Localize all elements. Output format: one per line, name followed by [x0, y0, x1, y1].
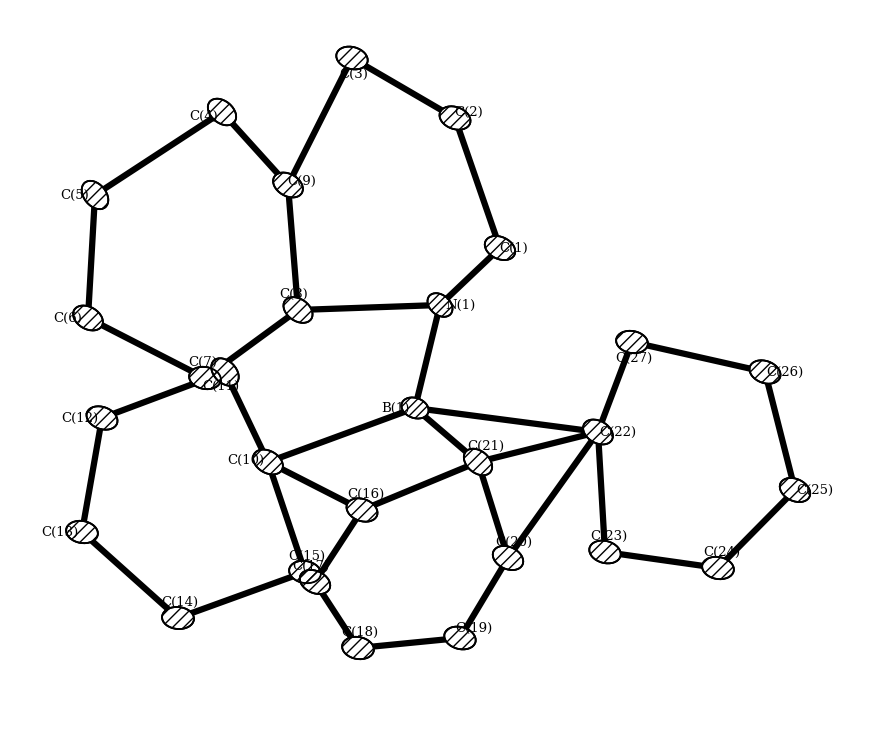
Ellipse shape [401, 397, 428, 418]
Ellipse shape [253, 450, 282, 474]
Text: C(10): C(10) [227, 453, 264, 466]
Text: C(13): C(13) [41, 525, 79, 539]
Text: C(15): C(15) [289, 550, 325, 562]
Ellipse shape [336, 46, 367, 69]
Text: C(24): C(24) [702, 545, 739, 559]
Ellipse shape [87, 406, 118, 430]
Text: C(8): C(8) [279, 288, 308, 300]
Ellipse shape [439, 106, 470, 130]
Ellipse shape [73, 306, 103, 330]
Ellipse shape [588, 541, 620, 563]
Ellipse shape [427, 293, 452, 317]
Ellipse shape [749, 360, 780, 384]
Ellipse shape [162, 607, 194, 629]
Ellipse shape [342, 636, 374, 659]
Text: C(14): C(14) [161, 595, 198, 609]
Text: C(1): C(1) [499, 241, 528, 255]
Text: C(18): C(18) [341, 625, 378, 639]
Ellipse shape [444, 627, 475, 649]
Ellipse shape [189, 367, 221, 389]
Text: C(11): C(11) [203, 379, 239, 392]
Text: C(22): C(22) [599, 426, 636, 438]
Text: N(1): N(1) [445, 299, 474, 311]
Text: C(7): C(7) [189, 356, 217, 368]
Ellipse shape [66, 521, 97, 543]
Ellipse shape [283, 297, 312, 323]
Ellipse shape [582, 420, 612, 444]
Ellipse shape [492, 546, 523, 570]
Ellipse shape [208, 99, 236, 125]
Ellipse shape [289, 561, 320, 583]
Ellipse shape [702, 557, 733, 579]
Ellipse shape [211, 359, 239, 385]
Ellipse shape [616, 331, 647, 353]
Text: C(17): C(17) [292, 560, 329, 572]
Ellipse shape [82, 181, 108, 209]
Text: C(26): C(26) [766, 365, 802, 379]
Text: C(6): C(6) [53, 311, 82, 324]
Text: B(1): B(1) [381, 401, 409, 415]
Text: C(16): C(16) [347, 488, 384, 500]
Ellipse shape [299, 570, 330, 594]
Text: C(27): C(27) [615, 352, 652, 365]
Text: C(3): C(3) [339, 67, 368, 81]
Text: C(2): C(2) [454, 105, 483, 119]
Text: C(19): C(19) [455, 622, 492, 634]
Text: C(5): C(5) [61, 188, 89, 202]
Text: C(25): C(25) [795, 483, 832, 497]
Text: C(12): C(12) [61, 412, 98, 424]
Ellipse shape [484, 236, 515, 260]
Ellipse shape [779, 478, 809, 502]
Ellipse shape [346, 498, 377, 521]
Ellipse shape [273, 173, 303, 197]
Text: C(20): C(20) [495, 536, 532, 548]
Text: C(23): C(23) [589, 530, 627, 542]
Text: C(4): C(4) [189, 110, 218, 123]
Text: C(21): C(21) [467, 439, 504, 453]
Text: C(9): C(9) [288, 175, 316, 187]
Ellipse shape [463, 449, 492, 475]
